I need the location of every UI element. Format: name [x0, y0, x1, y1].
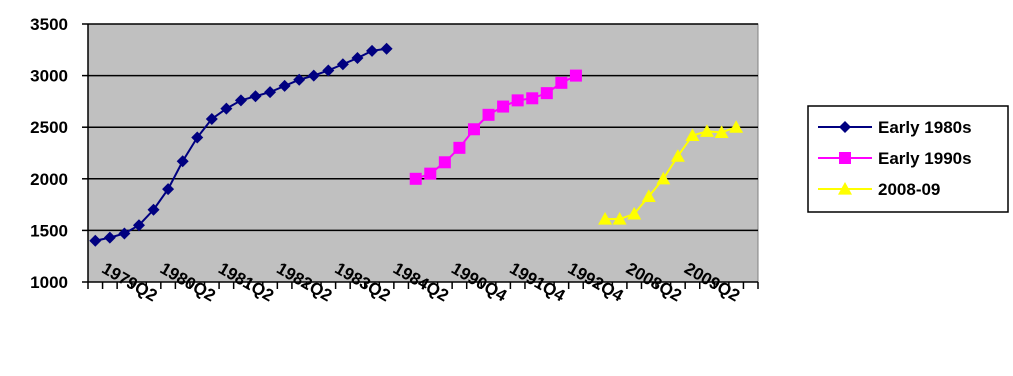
series-early-1980s: [89, 42, 393, 247]
y-tick-label: 1500: [30, 221, 68, 240]
data-point-square: [526, 92, 539, 105]
data-point-square: [555, 76, 568, 89]
series-line: [605, 126, 737, 221]
data-point-triangle: [656, 171, 671, 185]
data-point-triangle: [598, 212, 613, 225]
data-point-diamond: [118, 227, 131, 240]
data-point-triangle: [627, 206, 642, 220]
legend-item: 2008-09: [818, 180, 940, 199]
data-point-triangle: [670, 149, 685, 162]
data-point-diamond: [103, 231, 116, 244]
y-axis: 1000 1500 2000 2500 3000 3500: [30, 15, 89, 292]
legend-item: Early 1990s: [818, 149, 972, 168]
data-point-diamond: [176, 155, 189, 168]
data-point-diamond: [322, 64, 335, 77]
data-point-diamond: [307, 69, 320, 82]
data-point-square: [482, 108, 495, 121]
data-point-square: [453, 141, 466, 154]
data-point-diamond: [264, 86, 277, 99]
data-point-square: [497, 100, 510, 113]
data-point-square: [569, 69, 582, 82]
data-point-square: [467, 123, 480, 136]
y-tick-label: 2000: [30, 170, 68, 189]
data-point-square: [409, 172, 422, 185]
data-point-triangle: [700, 124, 715, 137]
data-point-triangle: [685, 128, 700, 142]
data-point-diamond: [839, 121, 851, 133]
data-point-diamond: [147, 203, 160, 216]
legend-item: Early 1980s: [818, 118, 972, 137]
data-point-square: [438, 156, 451, 169]
legend-label: 2008-09: [878, 180, 940, 199]
y-tick-label: 3500: [30, 15, 68, 34]
data-point-triangle: [641, 189, 656, 202]
data-point-diamond: [205, 112, 218, 125]
legend-label: Early 1990s: [878, 149, 972, 168]
series-early-1990s: [409, 69, 582, 185]
data-point-diamond: [351, 52, 364, 65]
data-point-triangle: [729, 120, 744, 133]
plot-area: [87, 23, 759, 283]
data-point-square: [839, 152, 851, 164]
data-point-triangle: [612, 212, 627, 225]
data-point-diamond: [278, 79, 291, 92]
y-tick-label: 3000: [30, 67, 68, 86]
data-point-triangle: [838, 182, 852, 195]
data-point-square: [511, 94, 524, 107]
y-tick-label: 2500: [30, 118, 68, 137]
data-point-diamond: [234, 94, 247, 107]
data-point-diamond: [89, 234, 102, 247]
gridlines: [88, 23, 758, 232]
data-point-diamond: [132, 219, 145, 232]
data-point-diamond: [191, 131, 204, 144]
data-point-diamond: [293, 73, 306, 86]
legend-label: Early 1980s: [878, 118, 972, 137]
data-point-diamond: [380, 42, 393, 55]
data-point-triangle: [714, 125, 729, 138]
data-point-diamond: [336, 58, 349, 71]
data-point-square: [540, 87, 553, 100]
data-point-square: [424, 167, 437, 180]
y-tick-label: 1000: [30, 273, 68, 292]
series-layer: [89, 42, 744, 247]
data-point-diamond: [162, 183, 175, 196]
legend: Early 1980s Early 1990s 2008-09: [807, 105, 1009, 213]
data-point-diamond: [220, 102, 233, 115]
data-point-diamond: [249, 90, 262, 103]
data-point-diamond: [366, 44, 379, 57]
series-2008-09: [598, 120, 744, 225]
